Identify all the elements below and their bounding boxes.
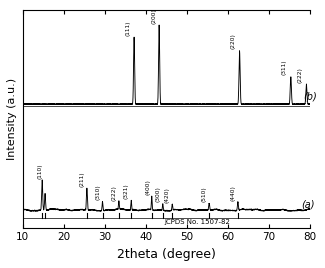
Text: (311): (311): [282, 59, 287, 75]
Text: (420): (420): [165, 187, 170, 203]
Text: JCPDS No. 1507-82: JCPDS No. 1507-82: [164, 219, 230, 225]
X-axis label: 2theta (degree): 2theta (degree): [117, 248, 215, 261]
Text: (222): (222): [111, 185, 116, 201]
Text: (310): (310): [96, 184, 100, 200]
Text: (510): (510): [202, 187, 206, 202]
Text: (110): (110): [37, 163, 42, 179]
Text: (440): (440): [230, 185, 235, 200]
Text: (300): (300): [155, 187, 161, 202]
Text: (220): (220): [231, 34, 236, 49]
Text: (211): (211): [80, 172, 84, 187]
Text: (222): (222): [297, 67, 302, 83]
Text: (b): (b): [304, 91, 317, 101]
Text: (a): (a): [302, 199, 315, 209]
Text: (111): (111): [126, 20, 131, 36]
Text: (400): (400): [145, 180, 150, 195]
Text: (200): (200): [151, 8, 156, 24]
Text: (321): (321): [124, 184, 129, 199]
Y-axis label: Intensity (a.u.): Intensity (a.u.): [7, 78, 17, 160]
